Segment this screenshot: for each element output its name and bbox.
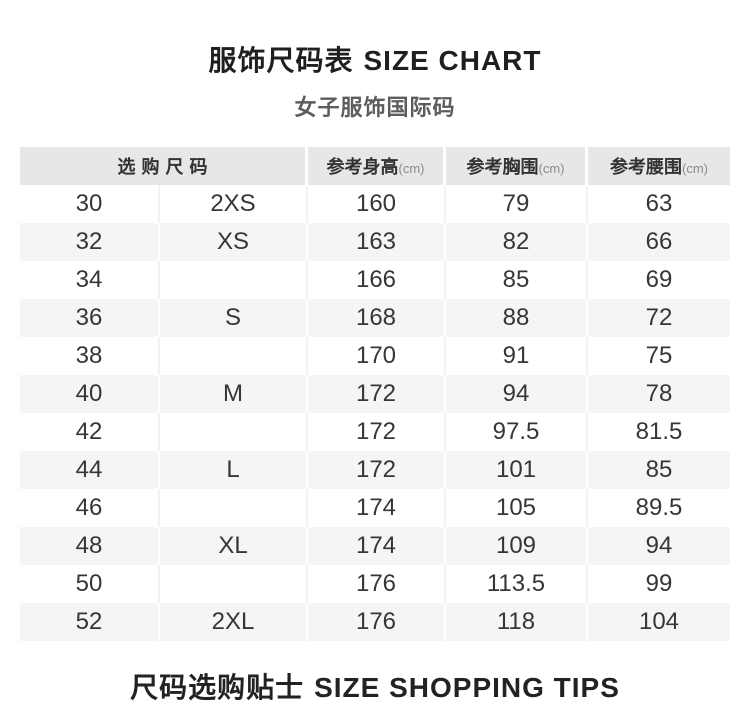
- cell-waist: 72: [588, 299, 730, 337]
- cell-chest: 113.5: [446, 565, 588, 603]
- header-height-label: 参考身高: [326, 157, 399, 177]
- cell-waist: 81.5: [588, 413, 730, 451]
- cell-size-alpha: L: [160, 451, 308, 489]
- header-cell-waist: 参考腰围(cm): [588, 147, 730, 185]
- cell-height: 160: [308, 185, 446, 223]
- cell-size-num: 38: [20, 337, 160, 375]
- cell-size-num: 36: [20, 299, 160, 337]
- page-subtitle: 女子服饰国际码: [294, 95, 456, 120]
- cell-size-num: 46: [20, 489, 160, 527]
- cell-size-num: 34: [20, 261, 160, 299]
- table-row: 46 174 105 89.5: [20, 489, 730, 527]
- header-height-unit: (cm): [398, 161, 425, 176]
- cell-waist: 99: [588, 565, 730, 603]
- cell-chest: 79: [446, 185, 588, 223]
- cell-waist: 94: [588, 527, 730, 565]
- cell-chest: 94: [446, 375, 588, 413]
- table-row: 52 2XL 176 118 104: [20, 603, 730, 641]
- cell-chest: 101: [446, 451, 588, 489]
- table-row: 30 2XS 160 79 63: [20, 185, 730, 223]
- table-row: 50 176 113.5 99: [20, 565, 730, 603]
- cell-height: 172: [308, 451, 446, 489]
- footer-title: 尺码选购贴士 SIZE SHOPPING TIPS: [0, 641, 750, 705]
- cell-waist: 69: [588, 261, 730, 299]
- cell-height: 174: [308, 527, 446, 565]
- cell-height: 172: [308, 375, 446, 413]
- table-row: 42 172 97.5 81.5: [20, 413, 730, 451]
- cell-size-num: 44: [20, 451, 160, 489]
- header-row: 选购尺码 参考身高(cm) 参考胸围(cm) 参考腰围(cm): [20, 147, 730, 185]
- cell-waist: 75: [588, 337, 730, 375]
- cell-size-alpha: [160, 413, 308, 451]
- cell-height: 168: [308, 299, 446, 337]
- cell-size-num: 50: [20, 565, 160, 603]
- cell-chest: 85: [446, 261, 588, 299]
- cell-waist: 66: [588, 223, 730, 261]
- cell-waist: 78: [588, 375, 730, 413]
- cell-size-alpha: [160, 337, 308, 375]
- page-title-en: SIZE CHART: [363, 45, 542, 76]
- cell-size-num: 30: [20, 185, 160, 223]
- cell-chest: 109: [446, 527, 588, 565]
- cell-size-num: 40: [20, 375, 160, 413]
- footer-title-zh: 尺码选购贴士: [130, 672, 305, 703]
- table-row: 38 170 91 75: [20, 337, 730, 375]
- cell-height: 176: [308, 565, 446, 603]
- cell-size-alpha: S: [160, 299, 308, 337]
- cell-chest: 88: [446, 299, 588, 337]
- cell-size-alpha: M: [160, 375, 308, 413]
- cell-size-alpha: XL: [160, 527, 308, 565]
- cell-chest: 97.5: [446, 413, 588, 451]
- header-waist-label: 参考腰围: [610, 157, 682, 177]
- size-table: 选购尺码 参考身高(cm) 参考胸围(cm) 参考腰围(cm) 30 2XS 1…: [20, 147, 730, 641]
- cell-height: 163: [308, 223, 446, 261]
- cell-size-num: 48: [20, 527, 160, 565]
- table-row: 36 S 168 88 72: [20, 299, 730, 337]
- size-table-body: 30 2XS 160 79 63 32 XS 163 82 66 34 166 …: [20, 185, 730, 641]
- table-row: 32 XS 163 82 66: [20, 223, 730, 261]
- cell-chest: 105: [446, 489, 588, 527]
- size-table-header: 选购尺码 参考身高(cm) 参考胸围(cm) 参考腰围(cm): [20, 147, 730, 185]
- table-row: 34 166 85 69: [20, 261, 730, 299]
- cell-height: 176: [308, 603, 446, 641]
- cell-height: 166: [308, 261, 446, 299]
- header-chest-unit: (cm): [538, 161, 565, 176]
- cell-size-alpha: [160, 565, 308, 603]
- cell-size-alpha: 2XL: [160, 603, 308, 641]
- cell-height: 172: [308, 413, 446, 451]
- cell-size-alpha: 2XS: [160, 185, 308, 223]
- header-cell-height: 参考身高(cm): [308, 147, 446, 185]
- cell-chest: 82: [446, 223, 588, 261]
- cell-height: 174: [308, 489, 446, 527]
- cell-size-alpha: XS: [160, 223, 308, 261]
- table-row: 40 M 172 94 78: [20, 375, 730, 413]
- header-chest-label: 参考胸围: [466, 157, 539, 177]
- table-row: 44 L 172 101 85: [20, 451, 730, 489]
- cell-waist: 104: [588, 603, 730, 641]
- cell-height: 170: [308, 337, 446, 375]
- cell-chest: 118: [446, 603, 588, 641]
- cell-waist: 89.5: [588, 489, 730, 527]
- cell-size-num: 32: [20, 223, 160, 261]
- table-row: 48 XL 174 109 94: [20, 527, 730, 565]
- header-cell-chest: 参考胸围(cm): [446, 147, 588, 185]
- header-cell-size: 选购尺码: [20, 147, 308, 185]
- cell-waist: 85: [588, 451, 730, 489]
- cell-chest: 91: [446, 337, 588, 375]
- footer-title-en: SIZE SHOPPING TIPS: [314, 672, 620, 703]
- cell-waist: 63: [588, 185, 730, 223]
- cell-size-alpha: [160, 261, 308, 299]
- cell-size-num: 42: [20, 413, 160, 451]
- page-title-zh: 服饰尺码表: [208, 45, 354, 76]
- header-waist-unit: (cm): [682, 161, 708, 176]
- page-title: 服饰尺码表 SIZE CHART: [0, 0, 750, 78]
- cell-size-alpha: [160, 489, 308, 527]
- cell-size-num: 52: [20, 603, 160, 641]
